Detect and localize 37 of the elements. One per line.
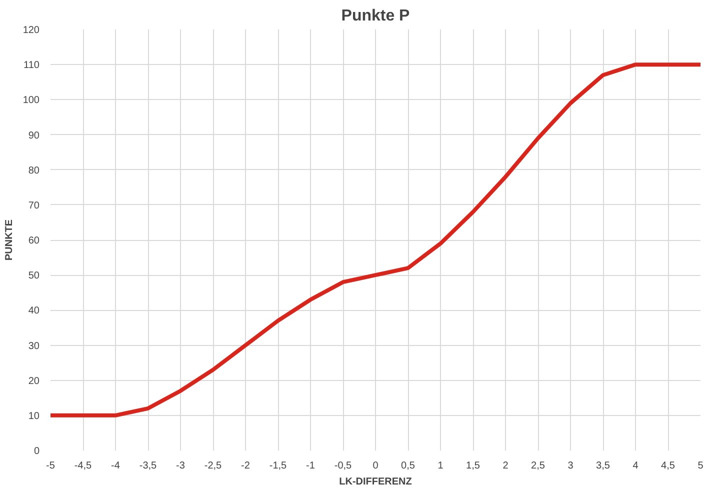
- chart-title: Punkte P: [341, 8, 410, 24]
- x-tick-label: 5: [698, 460, 704, 472]
- y-tick-label: 0: [34, 446, 40, 457]
- x-tick-label: -5: [46, 460, 56, 472]
- x-tick-label: 2,5: [531, 460, 546, 472]
- y-tick-label: 50: [28, 270, 40, 282]
- x-tick-label: 1: [438, 460, 444, 472]
- y-tick-label: 90: [28, 130, 40, 142]
- x-axis-title: LK-DIFFERENZ: [339, 476, 412, 488]
- x-tick-label: 3: [568, 460, 574, 472]
- x-tick-label: 1,5: [466, 460, 480, 472]
- y-tick-label: 110: [24, 60, 40, 72]
- y-tick-label: 40: [28, 306, 40, 317]
- y-tick-label: 100: [22, 95, 40, 106]
- x-tick-label: 4,5: [661, 460, 676, 472]
- x-tick-label: -3: [176, 460, 186, 472]
- y-tick-label: 10: [28, 410, 40, 422]
- x-tick-label: 2: [502, 460, 509, 472]
- x-tick-label: -0,5: [334, 460, 352, 472]
- x-tick-label: -1: [306, 460, 316, 472]
- y-tick-label: 120: [22, 25, 40, 36]
- x-tick-label: 4: [632, 460, 639, 472]
- y-tick-label: 70: [28, 200, 40, 212]
- x-tick-label: 0: [372, 460, 379, 472]
- x-tick-label: -3,5: [139, 460, 158, 472]
- y-tick-label: 60: [28, 236, 40, 246]
- x-tick-label: -2,5: [204, 460, 222, 472]
- y-tick-label: 30: [28, 340, 40, 352]
- x-tick-label: -2: [241, 460, 250, 472]
- y-tick-label: 20: [28, 376, 40, 387]
- x-tick-label: -1,5: [269, 460, 288, 472]
- y-tick-label: 80: [28, 165, 40, 176]
- x-tick-label: -4,5: [74, 460, 92, 472]
- x-tick-label: 0,5: [401, 460, 416, 472]
- x-tick-label: -4: [111, 460, 120, 472]
- y-axis-title: PUNKTE: [4, 219, 15, 261]
- x-tick-label: 3,5: [596, 460, 610, 472]
